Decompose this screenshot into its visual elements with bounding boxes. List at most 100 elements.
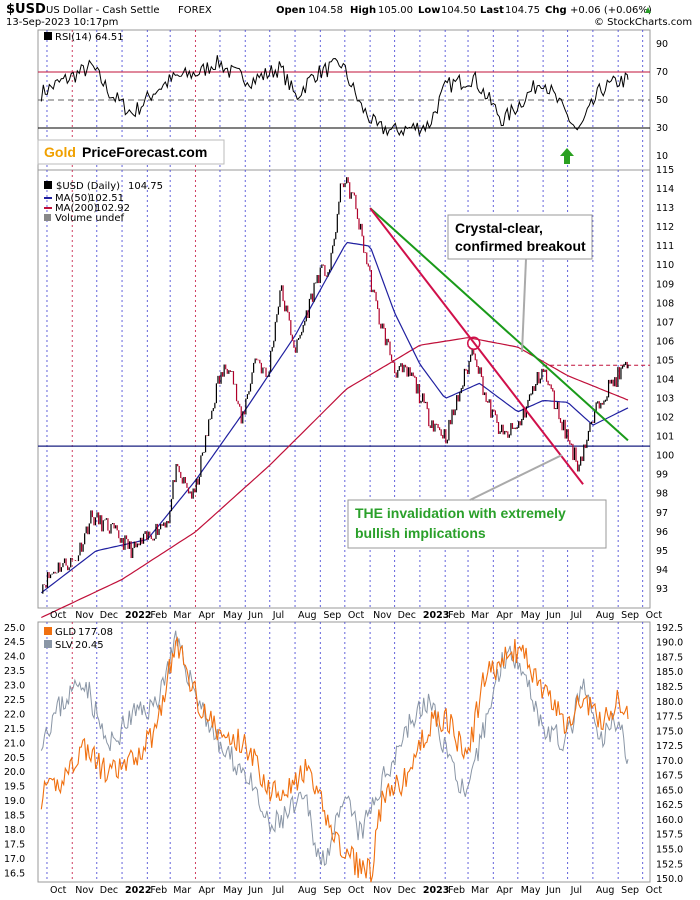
x-month-label: Oct [50, 610, 67, 621]
price-y-tick: 110 [656, 260, 674, 271]
ma200-legend-label: MA(200) [55, 203, 97, 214]
x-month-label: Feb [150, 610, 167, 621]
x-month-label: Jun [545, 885, 561, 896]
invalidation-annotation-box [347, 499, 607, 549]
invalidation-pointer [469, 454, 563, 501]
slv-y-tick: 21.0 [4, 738, 25, 749]
gld-y-tick: 182.5 [656, 682, 683, 693]
slv-y-tick: 20.0 [4, 767, 25, 778]
ma200-line [41, 337, 629, 619]
slv-legend-value: 20.45 [75, 640, 104, 651]
x-month-label: Oct [646, 885, 663, 896]
ohlc-chg-label: Chg [545, 5, 567, 16]
x-month-label: Sep [621, 885, 639, 896]
gld-y-tick: 180.0 [656, 697, 683, 708]
slv-y-tick: 17.5 [4, 839, 25, 850]
slv-y-tick: 25.0 [4, 623, 25, 634]
rsi-legend-label: RSI(14) 64.51 [55, 32, 124, 43]
x-month-label: Nov [75, 885, 94, 896]
gld-y-tick: 172.5 [656, 741, 683, 752]
rsi-legend-swatch [44, 32, 52, 40]
gld-y-tick: 157.5 [656, 830, 683, 841]
x-month-label: Jun [247, 885, 263, 896]
slv-legend-swatch [44, 640, 52, 648]
slv-y-tick: 21.5 [4, 724, 25, 735]
price-y-tick: 100 [656, 451, 674, 462]
x-month-label: Aug [298, 885, 317, 896]
x-month-label: Nov [373, 610, 392, 621]
x-month-label: Feb [448, 885, 465, 896]
rsi-y-tick: 90 [656, 39, 668, 50]
price-y-tick: 113 [656, 203, 674, 214]
ohlc-high-value: 105.00 [378, 5, 413, 16]
x-month-label: May [223, 885, 243, 896]
gld-y-tick: 170.0 [656, 756, 683, 767]
price-y-tick: 111 [656, 241, 674, 252]
x-month-label: Nov [373, 885, 392, 896]
rsi-y-tick: 50 [656, 95, 668, 106]
price-y-tick: 104 [656, 374, 674, 385]
volume-legend-label: Volume undef [55, 213, 125, 224]
gld-y-tick: 190.0 [656, 638, 683, 649]
x-month-label: 2023 [423, 610, 449, 621]
price-y-tick: 112 [656, 222, 674, 233]
x-month-label: Mar [173, 610, 191, 621]
price-y-tick: 99 [656, 470, 668, 481]
gld-y-tick: 160.0 [656, 815, 683, 826]
ma200-legend-value: 102.92 [95, 203, 130, 214]
x-month-label: Dec [398, 610, 416, 621]
x-month-label: Jul [570, 885, 582, 896]
price-y-tick: 96 [656, 527, 668, 538]
x-month-label: 2022 [125, 610, 151, 621]
x-month-label: Oct [50, 885, 67, 896]
price-y-tick: 102 [656, 413, 674, 424]
x-month-label: Aug [596, 885, 615, 896]
chart-symbol-name: US Dollar - Cash Settle [46, 5, 160, 16]
slv-legend-label: SLV [55, 640, 73, 651]
gld-y-tick: 155.0 [656, 845, 683, 856]
slv-y-tick: 20.5 [4, 753, 25, 764]
chart-exchange: FOREX [178, 5, 212, 16]
breakout-annotation-box [447, 214, 593, 260]
price-y-tick: 103 [656, 394, 674, 405]
slv-y-tick: 23.0 [4, 681, 25, 692]
ma50-line [40, 241, 629, 594]
price-legend-swatch [44, 181, 52, 189]
gld-y-tick: 185.0 [656, 667, 683, 678]
price-legend-value: 104.75 [128, 181, 163, 192]
ohlc-open-label: Open [276, 5, 306, 16]
brand-logo-gold: Gold [44, 144, 76, 160]
x-month-label: Jul [272, 885, 284, 896]
ohlc-open-value: 104.58 [308, 5, 343, 16]
breakout-annotation-line1: Crystal-clear, [455, 220, 543, 236]
x-month-label: Dec [100, 885, 118, 896]
gld-y-tick: 152.5 [656, 859, 683, 870]
green-downtrend-line [369, 207, 629, 442]
x-month-label: Apr [496, 885, 513, 896]
gld-y-tick: 192.5 [656, 623, 683, 634]
slv-y-tick: 24.5 [4, 637, 25, 648]
gld-legend-label: GLD [55, 627, 76, 638]
slv-y-tick: 17.0 [4, 854, 25, 865]
price-y-tick: 115 [656, 165, 674, 176]
gold-silver-plot: 16.5 17.0 17.5 18.0 18.5 19.0 19.5 20.0 20.5 21.0… [4, 623, 683, 885]
ohlc-high-label: High [350, 5, 376, 16]
x-month-label: Aug [596, 610, 615, 621]
rsi-y-tick: 70 [656, 67, 668, 78]
x-month-label: May [223, 610, 243, 621]
x-month-label: Apr [198, 610, 215, 621]
slv-y-tick: 24.0 [4, 652, 25, 663]
price-y-tick: 106 [656, 336, 674, 347]
brand-logo-rest: PriceForecast.com [82, 144, 207, 160]
gld-legend-value: 177.08 [78, 627, 113, 638]
x-month-label: Sep [323, 885, 341, 896]
price-y-tick: 94 [656, 565, 668, 576]
x-month-label: 2023 [423, 885, 449, 896]
slv-y-tick: 19.0 [4, 796, 25, 807]
ma50-legend-value: 102.51 [89, 193, 124, 204]
price-legend: $USD (Daily) 104.75 MA(50) 102.51 MA(200… [44, 181, 163, 224]
slv-series-line [40, 630, 629, 867]
gld-y-tick: 187.5 [656, 652, 683, 663]
x-month-label: Sep [621, 610, 639, 621]
